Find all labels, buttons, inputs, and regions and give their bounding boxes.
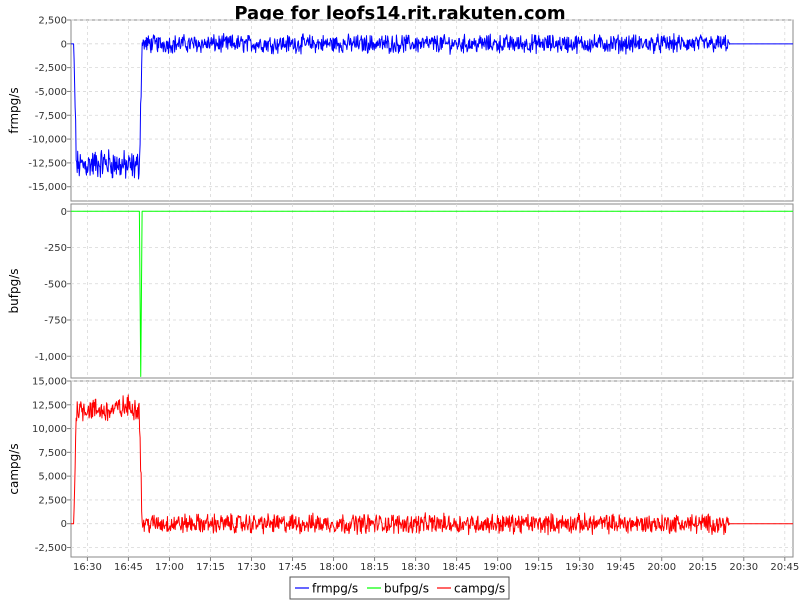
x-tick-label: 20:45 <box>770 562 799 573</box>
y-tick-label: -250 <box>44 243 67 254</box>
series-line-campg/s <box>71 394 793 536</box>
y-tick-label: 5,000 <box>38 472 67 483</box>
series-line-frmpg/s <box>71 33 793 180</box>
y-axis-label: frmpg/s <box>7 87 21 133</box>
panel-frmpg/s: 2,500 0 -2,500 -5,000 -7,500 -10,000 -12,500 -1… <box>7 16 794 202</box>
y-tick-label: 12,500 <box>32 400 67 411</box>
legend: frmpg/s bufpg/s campg/s <box>289 576 510 600</box>
x-tick-label: 20:30 <box>729 562 758 573</box>
x-tick-label: 19:30 <box>565 562 594 573</box>
x-axis: 16:30 16:45 17:00 17:15 17:30 17:45 18:00 18:15… <box>73 557 799 573</box>
y-axis-label: campg/s <box>7 443 21 494</box>
x-tick-label: 19:45 <box>606 562 635 573</box>
x-tick-label: 18:15 <box>360 562 389 573</box>
x-tick-label: 16:45 <box>114 562 143 573</box>
panel-campg/s: 15,000 12,500 10,000 7,500 5,000 2,500 0 -2,500… <box>7 377 794 558</box>
plot-area <box>70 203 794 379</box>
y-tick-label: 10,000 <box>32 424 67 435</box>
y-tick-label: 2,500 <box>38 16 67 27</box>
x-tick-label: 19:15 <box>524 562 553 573</box>
x-tick-label: 20:15 <box>688 562 717 573</box>
y-tick-label: -2,500 <box>35 543 67 554</box>
y-tick-label: 0 <box>61 39 67 50</box>
x-tick-label: 17:30 <box>237 562 266 573</box>
legend-label-campg/s: campg/s <box>454 582 505 596</box>
y-tick-label: 2,500 <box>38 495 67 506</box>
y-tick-label: -12,500 <box>28 158 67 169</box>
y-tick-label: -7,500 <box>35 111 67 122</box>
y-tick-label: -500 <box>44 279 67 290</box>
legend-label-bufpg/s: bufpg/s <box>384 582 429 596</box>
x-tick-label: 19:00 <box>483 562 512 573</box>
y-tick-label: -2,500 <box>35 63 67 74</box>
panel-bufpg/s: 0 -250 -500 -750 -1,000 bufpg/s <box>7 203 794 379</box>
y-tick-label: -10,000 <box>28 135 67 146</box>
y-tick-label: -750 <box>44 316 67 327</box>
x-tick-label: 20:00 <box>647 562 676 573</box>
chart-title: Page for leofs14.rit.rakuten.com <box>234 3 565 24</box>
x-tick-label: 17:45 <box>278 562 307 573</box>
legend-box <box>289 576 510 600</box>
series-line-bufpg/s <box>71 210 793 378</box>
x-tick-label: 17:15 <box>196 562 225 573</box>
y-tick-label: -5,000 <box>35 87 67 98</box>
y-tick-label: -15,000 <box>28 182 67 193</box>
x-tick-label: 18:45 <box>442 562 471 573</box>
y-tick-label: 7,500 <box>38 448 67 459</box>
x-tick-label: 16:30 <box>73 562 102 573</box>
legend-label-frmpg/s: frmpg/s <box>312 582 358 596</box>
x-tick-label: 18:30 <box>401 562 430 573</box>
panels: 2,500 0 -2,500 -5,000 -7,500 -10,000 -12,500 -1… <box>7 16 794 558</box>
x-tick-label: 18:00 <box>319 562 348 573</box>
y-axis-label: bufpg/s <box>7 269 21 314</box>
y-tick-label: 0 <box>61 207 67 218</box>
x-tick-label: 17:00 <box>155 562 184 573</box>
y-tick-label: -1,000 <box>35 352 67 363</box>
y-tick-label: 15,000 <box>32 377 67 388</box>
y-tick-label: 0 <box>61 519 67 530</box>
